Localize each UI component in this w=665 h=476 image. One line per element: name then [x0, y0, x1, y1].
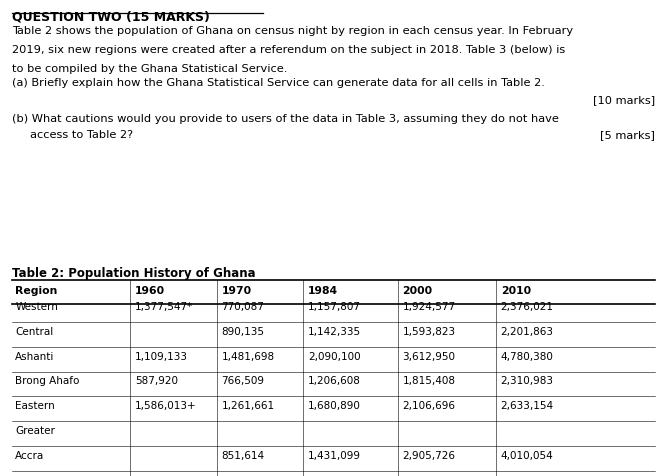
Text: 1,481,698: 1,481,698	[221, 351, 275, 361]
Text: 2000: 2000	[402, 286, 432, 296]
Text: 2,633,154: 2,633,154	[501, 400, 554, 410]
Text: 1,431,099: 1,431,099	[308, 450, 361, 460]
Text: 2,905,726: 2,905,726	[402, 450, 456, 460]
Text: QUESTION TWO (15 MARKS): QUESTION TWO (15 MARKS)	[12, 10, 210, 23]
Text: 3,612,950: 3,612,950	[402, 351, 456, 361]
Text: 2,376,021: 2,376,021	[501, 301, 554, 311]
Text: 1,680,890: 1,680,890	[308, 400, 361, 410]
Text: 1,593,823: 1,593,823	[402, 326, 456, 336]
Text: access to Table 2?: access to Table 2?	[12, 129, 133, 139]
Text: 1,206,608: 1,206,608	[308, 376, 361, 386]
Text: 1984: 1984	[308, 286, 338, 296]
Text: 1,109,133: 1,109,133	[135, 351, 188, 361]
Text: 851,614: 851,614	[221, 450, 265, 460]
Text: 4,010,054: 4,010,054	[501, 450, 553, 460]
Text: [10 marks]: [10 marks]	[593, 95, 655, 105]
Text: 2019, six new regions were created after a referendum on the subject in 2018. Ta: 2019, six new regions were created after…	[12, 45, 565, 55]
Text: 1,815,408: 1,815,408	[402, 376, 456, 386]
Text: 770,087: 770,087	[221, 301, 264, 311]
Text: 2,118,252: 2,118,252	[501, 475, 554, 476]
Text: Greater: Greater	[15, 425, 55, 435]
Text: 2,090,100: 2,090,100	[308, 351, 360, 361]
Text: Table 2 shows the population of Ghana on census night by region in each census y: Table 2 shows the population of Ghana on…	[12, 26, 573, 36]
Text: 1,586,013+: 1,586,013+	[135, 400, 197, 410]
Text: (b) What cautions would you provide to users of the data in Table 3, assuming th: (b) What cautions would you provide to u…	[12, 113, 559, 123]
Text: 2,106,696: 2,106,696	[402, 400, 456, 410]
Text: 2,310,983: 2,310,983	[501, 376, 554, 386]
Text: 1,924,577: 1,924,577	[402, 301, 456, 311]
Text: Table 2: Population History of Ghana: Table 2: Population History of Ghana	[12, 267, 255, 279]
Text: 1,142,335: 1,142,335	[308, 326, 361, 336]
Text: 2010: 2010	[501, 286, 531, 296]
Text: 1,157,807: 1,157,807	[308, 301, 361, 311]
Text: 777,285: 777,285	[135, 475, 178, 476]
Text: Central: Central	[15, 326, 54, 336]
Text: Eastern: Eastern	[15, 400, 55, 410]
Text: [5 marks]: [5 marks]	[600, 129, 655, 139]
Text: 1,377,547*: 1,377,547*	[135, 301, 194, 311]
Text: (a) Briefly explain how the Ghana Statistical Service can generate data for all : (a) Briefly explain how the Ghana Statis…	[12, 78, 545, 88]
Text: to be compiled by the Ghana Statistical Service.: to be compiled by the Ghana Statistical …	[12, 64, 287, 74]
Text: Volta: Volta	[15, 475, 41, 476]
Text: Region: Region	[15, 286, 58, 296]
Text: Accra: Accra	[15, 450, 45, 460]
Text: 1970: 1970	[221, 286, 251, 296]
Text: 1,261,661: 1,261,661	[221, 400, 275, 410]
Text: 1,211,907: 1,211,907	[308, 475, 361, 476]
Text: 1960: 1960	[135, 286, 165, 296]
Text: 890,135: 890,135	[221, 326, 265, 336]
Text: Brong Ahafo: Brong Ahafo	[15, 376, 80, 386]
Text: 4,780,380: 4,780,380	[501, 351, 554, 361]
Text: 947,268: 947,268	[221, 475, 265, 476]
Text: Ashanti: Ashanti	[15, 351, 55, 361]
Text: 1,635,421: 1,635,421	[402, 475, 456, 476]
Text: 2,201,863: 2,201,863	[501, 326, 554, 336]
Text: 766,509: 766,509	[221, 376, 265, 386]
Text: 587,920: 587,920	[135, 376, 178, 386]
Text: Western: Western	[15, 301, 58, 311]
